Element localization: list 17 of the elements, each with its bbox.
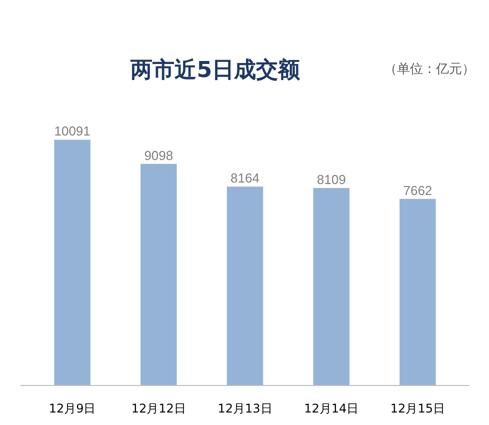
bar <box>140 164 177 386</box>
data-label: 7662 <box>403 182 432 198</box>
text: （单位：亿元） <box>384 61 475 79</box>
data-label: 8164 <box>230 170 260 186</box>
x-tick-label: 12月9日 <box>48 402 96 416</box>
bar <box>226 186 264 386</box>
bar <box>400 198 436 386</box>
x-tick-label: 12月15日 <box>390 402 445 416</box>
bar <box>54 140 90 386</box>
x-tick-label: 12月13日 <box>218 402 272 416</box>
data-label: 8109 <box>316 172 346 188</box>
data-label: 9098 <box>144 148 174 163</box>
x-tick-label: 12月14日 <box>304 402 359 416</box>
x-tick-label: 12月12日 <box>131 402 186 416</box>
bar <box>313 188 350 386</box>
data-label: 10091 <box>54 124 90 139</box>
chart-title: 两市近5日成交额 <box>130 56 300 85</box>
